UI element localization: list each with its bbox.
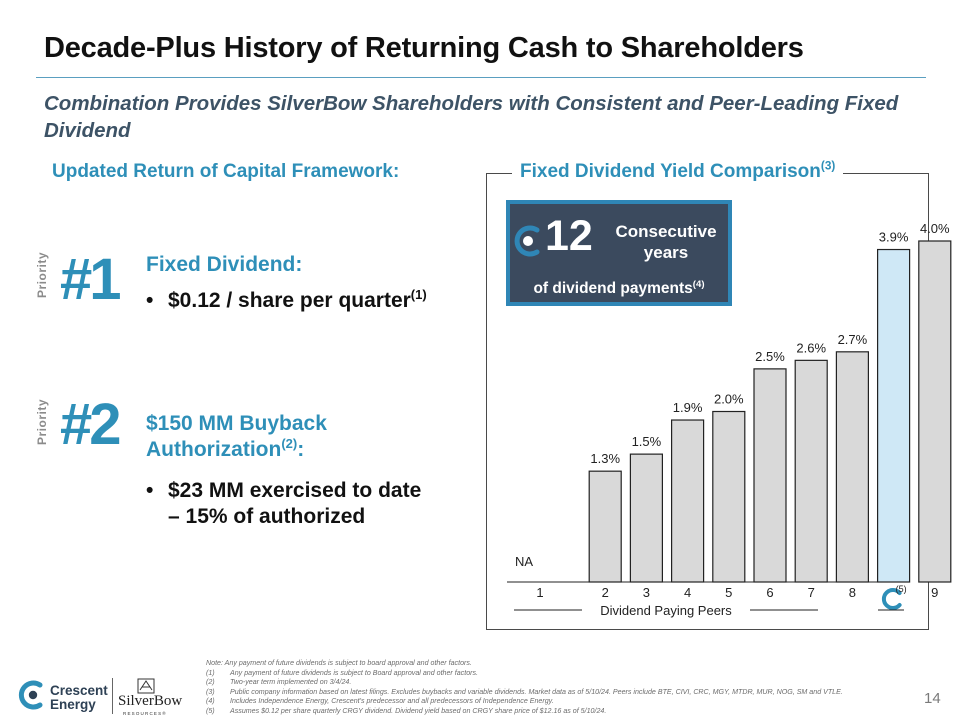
fixed-dividend-text: $0.12 / share per quarter — [168, 289, 411, 312]
footnote-ref: (1) — [410, 287, 427, 302]
crescent-logo-text: Crescent Energy — [50, 683, 108, 712]
page-subtitle: Combination Provides SilverBow Sharehold… — [44, 92, 899, 142]
tick-label-6: 7 — [808, 585, 815, 600]
data-label-2: 1.5% — [632, 434, 662, 449]
logo-divider — [112, 678, 113, 714]
bar-peer-6 — [794, 359, 828, 583]
footnote-row: Note: Any payment of future dividends is… — [206, 659, 472, 667]
tick-label-1: 2 — [602, 585, 609, 600]
tick-label-3: 4 — [684, 585, 691, 600]
tick-label-0: 1 — [536, 585, 543, 600]
tick-label-9: 9 — [931, 585, 938, 600]
x-axis-label: Dividend Paying Peers — [586, 603, 746, 618]
data-label-0: NA — [515, 554, 533, 569]
data-label-6: 2.6% — [796, 340, 826, 355]
fixed-dividend-bullet: • $0.12 / share per quarter(1) — [146, 288, 427, 314]
bar-peer-3 — [670, 419, 705, 583]
title-divider — [36, 77, 926, 78]
tick-label-4: 5 — [725, 585, 732, 600]
bar-peer-4 — [712, 410, 746, 583]
footnote-row: (4) Includes Independence Energy, Crescen… — [206, 697, 554, 706]
bar-peer-8 — [876, 248, 911, 583]
yield-comparison-title: Fixed Dividend Yield Comparison(3) — [512, 159, 844, 183]
data-label-8: 3.9% — [879, 230, 909, 245]
data-label-9: 4.0% — [920, 221, 950, 236]
priority-rank-2: #2 — [60, 392, 121, 457]
page-number: 14 — [924, 690, 941, 707]
footnote-ref: (2) — [281, 436, 298, 451]
buyback-heading: $150 MM Buyback Authorization(2): — [146, 411, 327, 463]
data-label-1: 1.3% — [590, 451, 620, 466]
framework-header: Updated Return of Capital Framework: — [52, 161, 400, 182]
silverbow-logo-subtext: RESOURCES® — [123, 711, 167, 716]
page-title: Decade-Plus History of Returning Cash to… — [44, 32, 804, 64]
data-label-5: 2.5% — [755, 349, 785, 364]
footnote-ref: (3) — [820, 159, 836, 173]
data-label-3: 1.9% — [673, 400, 703, 415]
priority-rank-1: #1 — [60, 247, 121, 312]
bar-peer-9 — [918, 240, 952, 583]
bullet-dot: • — [146, 289, 154, 312]
footnotes: Note: Any payment of future dividends is… — [206, 659, 843, 717]
silverbow-emblem-icon — [137, 678, 155, 694]
buyback-heading-line1: $150 MM Buyback — [146, 412, 327, 435]
streak-number: 12 — [545, 212, 593, 260]
buyback-bullet-line1: $23 MM exercised to date — [168, 479, 422, 502]
bar-peer-1 — [588, 470, 622, 583]
footnote-row: (3) Public company information based on l… — [206, 687, 843, 696]
bar-peer-2 — [629, 453, 664, 583]
footnote-row: (2) Two-year term implemented on 3/4/24. — [206, 678, 352, 687]
footnote-row: (1) Any payment of future dividends is su… — [206, 668, 479, 677]
buyback-bullet: • $23 MM exercised to date – 15% of autho… — [146, 478, 421, 530]
footnote-row: (5) Assumes $0.12 per share quarterly CRG… — [206, 706, 607, 715]
tick-label-5: 6 — [766, 585, 773, 600]
bullet-dot: • — [146, 479, 154, 502]
buyback-heading-line2: Authorization(2): — [146, 436, 305, 461]
tick-label-7: 8 — [849, 585, 856, 600]
bar-peer-5 — [753, 368, 787, 583]
data-label-7: 2.7% — [838, 332, 868, 347]
data-label-4: 2.0% — [714, 392, 744, 407]
tick-label-2: 3 — [643, 585, 650, 600]
crescent-icon — [514, 225, 540, 257]
crescent-logo-icon — [18, 680, 43, 710]
fixed-dividend-heading: Fixed Dividend: — [146, 253, 303, 276]
streak-label: Consecutive years — [615, 222, 717, 262]
buyback-bullet-line2: – 15% of authorized — [168, 505, 366, 528]
footnote-ref: (4) — [692, 278, 705, 290]
highlight-footnote-ref: (5) — [896, 584, 907, 594]
dividend-streak-badge — [506, 200, 732, 306]
crgy-icon — [881, 588, 902, 610]
bar-peer-7 — [835, 351, 870, 583]
silverbow-logo-text: SilverBow — [118, 693, 183, 709]
streak-subtext: of dividend payments(4) — [533, 278, 705, 297]
